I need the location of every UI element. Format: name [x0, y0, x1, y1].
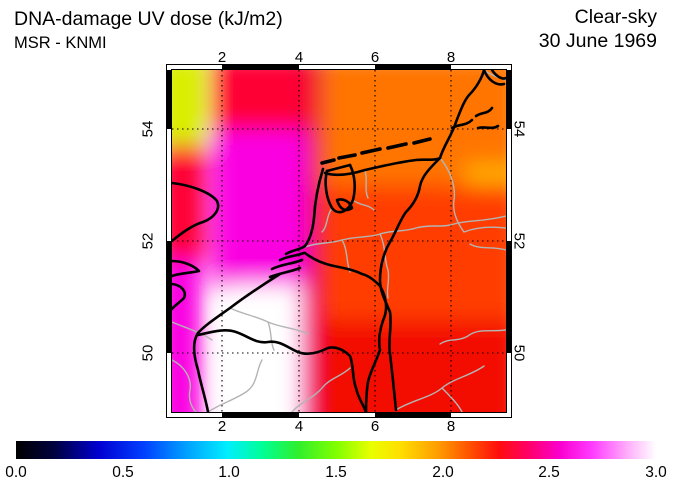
colorbar-tick-5: 2.5 — [538, 464, 560, 480]
lon-tick-top-6: 6 — [371, 49, 379, 66]
border-friesland — [364, 169, 369, 199]
border-belgium-germany-lux — [364, 284, 388, 412]
colorbar-tick-3: 1.5 — [325, 464, 347, 480]
lon-tick-bottom-6: 6 — [371, 418, 379, 435]
river-maas — [379, 233, 390, 299]
lon-tick-top-4: 4 — [295, 49, 303, 66]
field-red-band-top — [212, 70, 307, 140]
border-germany-south — [395, 329, 506, 412]
lat-tick-right-52: 52 — [511, 233, 528, 250]
coast-elbe-weser-estuaries — [450, 70, 506, 130]
colorbar-tick-2: 1.0 — [218, 464, 240, 480]
colorbar-tick-1: 0.5 — [112, 464, 134, 480]
coast-kent — [172, 282, 187, 311]
field-deep-red-south — [317, 320, 506, 412]
wadden-islands — [320, 137, 432, 165]
lon-tick-bottom-8: 8 — [447, 418, 455, 435]
lon-tick-top-2: 2 — [218, 49, 226, 66]
coast-england-norfolk — [172, 181, 220, 243]
border-belgium-internal — [229, 307, 309, 351]
lon-tick-top-8: 8 — [447, 49, 455, 66]
colorbar-gradient — [16, 441, 656, 459]
border-france-mid — [291, 367, 351, 412]
border-german-states — [439, 157, 506, 233]
coastlines — [172, 70, 506, 412]
river-somme — [207, 359, 263, 412]
figure-title: DNA-damage UV dose (kJ/m2) — [14, 8, 283, 30]
coast-thames-estuary — [172, 259, 201, 278]
frame-inner-line — [171, 69, 507, 413]
colorbar: 0.0 0.5 1.0 1.5 2.0 2.5 3.0 — [5, 441, 667, 480]
border-germany-mid — [469, 243, 506, 251]
afsluitdijk — [325, 163, 352, 173]
colorbar-tick-6: 3.0 — [645, 464, 667, 480]
map-area — [172, 70, 506, 412]
date-label: 30 June 1969 — [539, 30, 657, 52]
lat-tick-left-54: 54 — [140, 121, 157, 138]
map-frame — [163, 61, 515, 421]
flevoland-polder — [335, 198, 354, 212]
frame-outer-line — [166, 64, 512, 418]
uv-dose-field — [172, 70, 506, 412]
field-magenta-band — [212, 130, 307, 290]
brand-label: MSR - KNMI — [14, 34, 107, 52]
lat-tick-left-50: 50 — [140, 345, 157, 362]
lon-tick-bottom-2: 2 — [218, 418, 226, 435]
colorbar-tick-0: 0.0 — [5, 464, 27, 480]
river-rhine — [304, 215, 506, 248]
colorbar-tick-4: 2.0 — [432, 464, 454, 480]
border-france-west — [172, 321, 213, 412]
regional-borders — [172, 70, 506, 412]
lat-tick-left-52: 52 — [140, 233, 157, 250]
ijsselmeer-outline — [324, 163, 356, 214]
border-netherlands-belgium — [303, 251, 382, 288]
coast-german-bight — [438, 70, 486, 160]
border-netherlands-germany — [378, 156, 442, 412]
field-yellow-region — [172, 70, 207, 145]
axis-labels: 2 4 6 8 2 4 6 8 54 52 50 54 52 50 — [140, 49, 528, 435]
border-nl-provinces — [321, 199, 375, 233]
coast-belgium-france — [192, 272, 282, 412]
lat-tick-right-54: 54 — [511, 121, 528, 138]
zeeland-delta — [268, 244, 307, 279]
coast-friesland-groningen — [323, 156, 442, 177]
coast-holland-west — [303, 167, 325, 248]
graticule — [172, 70, 506, 412]
lon-tick-bottom-4: 4 — [295, 418, 303, 435]
border-belgium-france — [196, 329, 368, 412]
header: DNA-damage UV dose (kJ/m2) MSR - KNMI Cl… — [14, 6, 657, 52]
condition-label: Clear-sky — [575, 6, 658, 28]
lat-tick-right-50: 50 — [511, 345, 528, 362]
